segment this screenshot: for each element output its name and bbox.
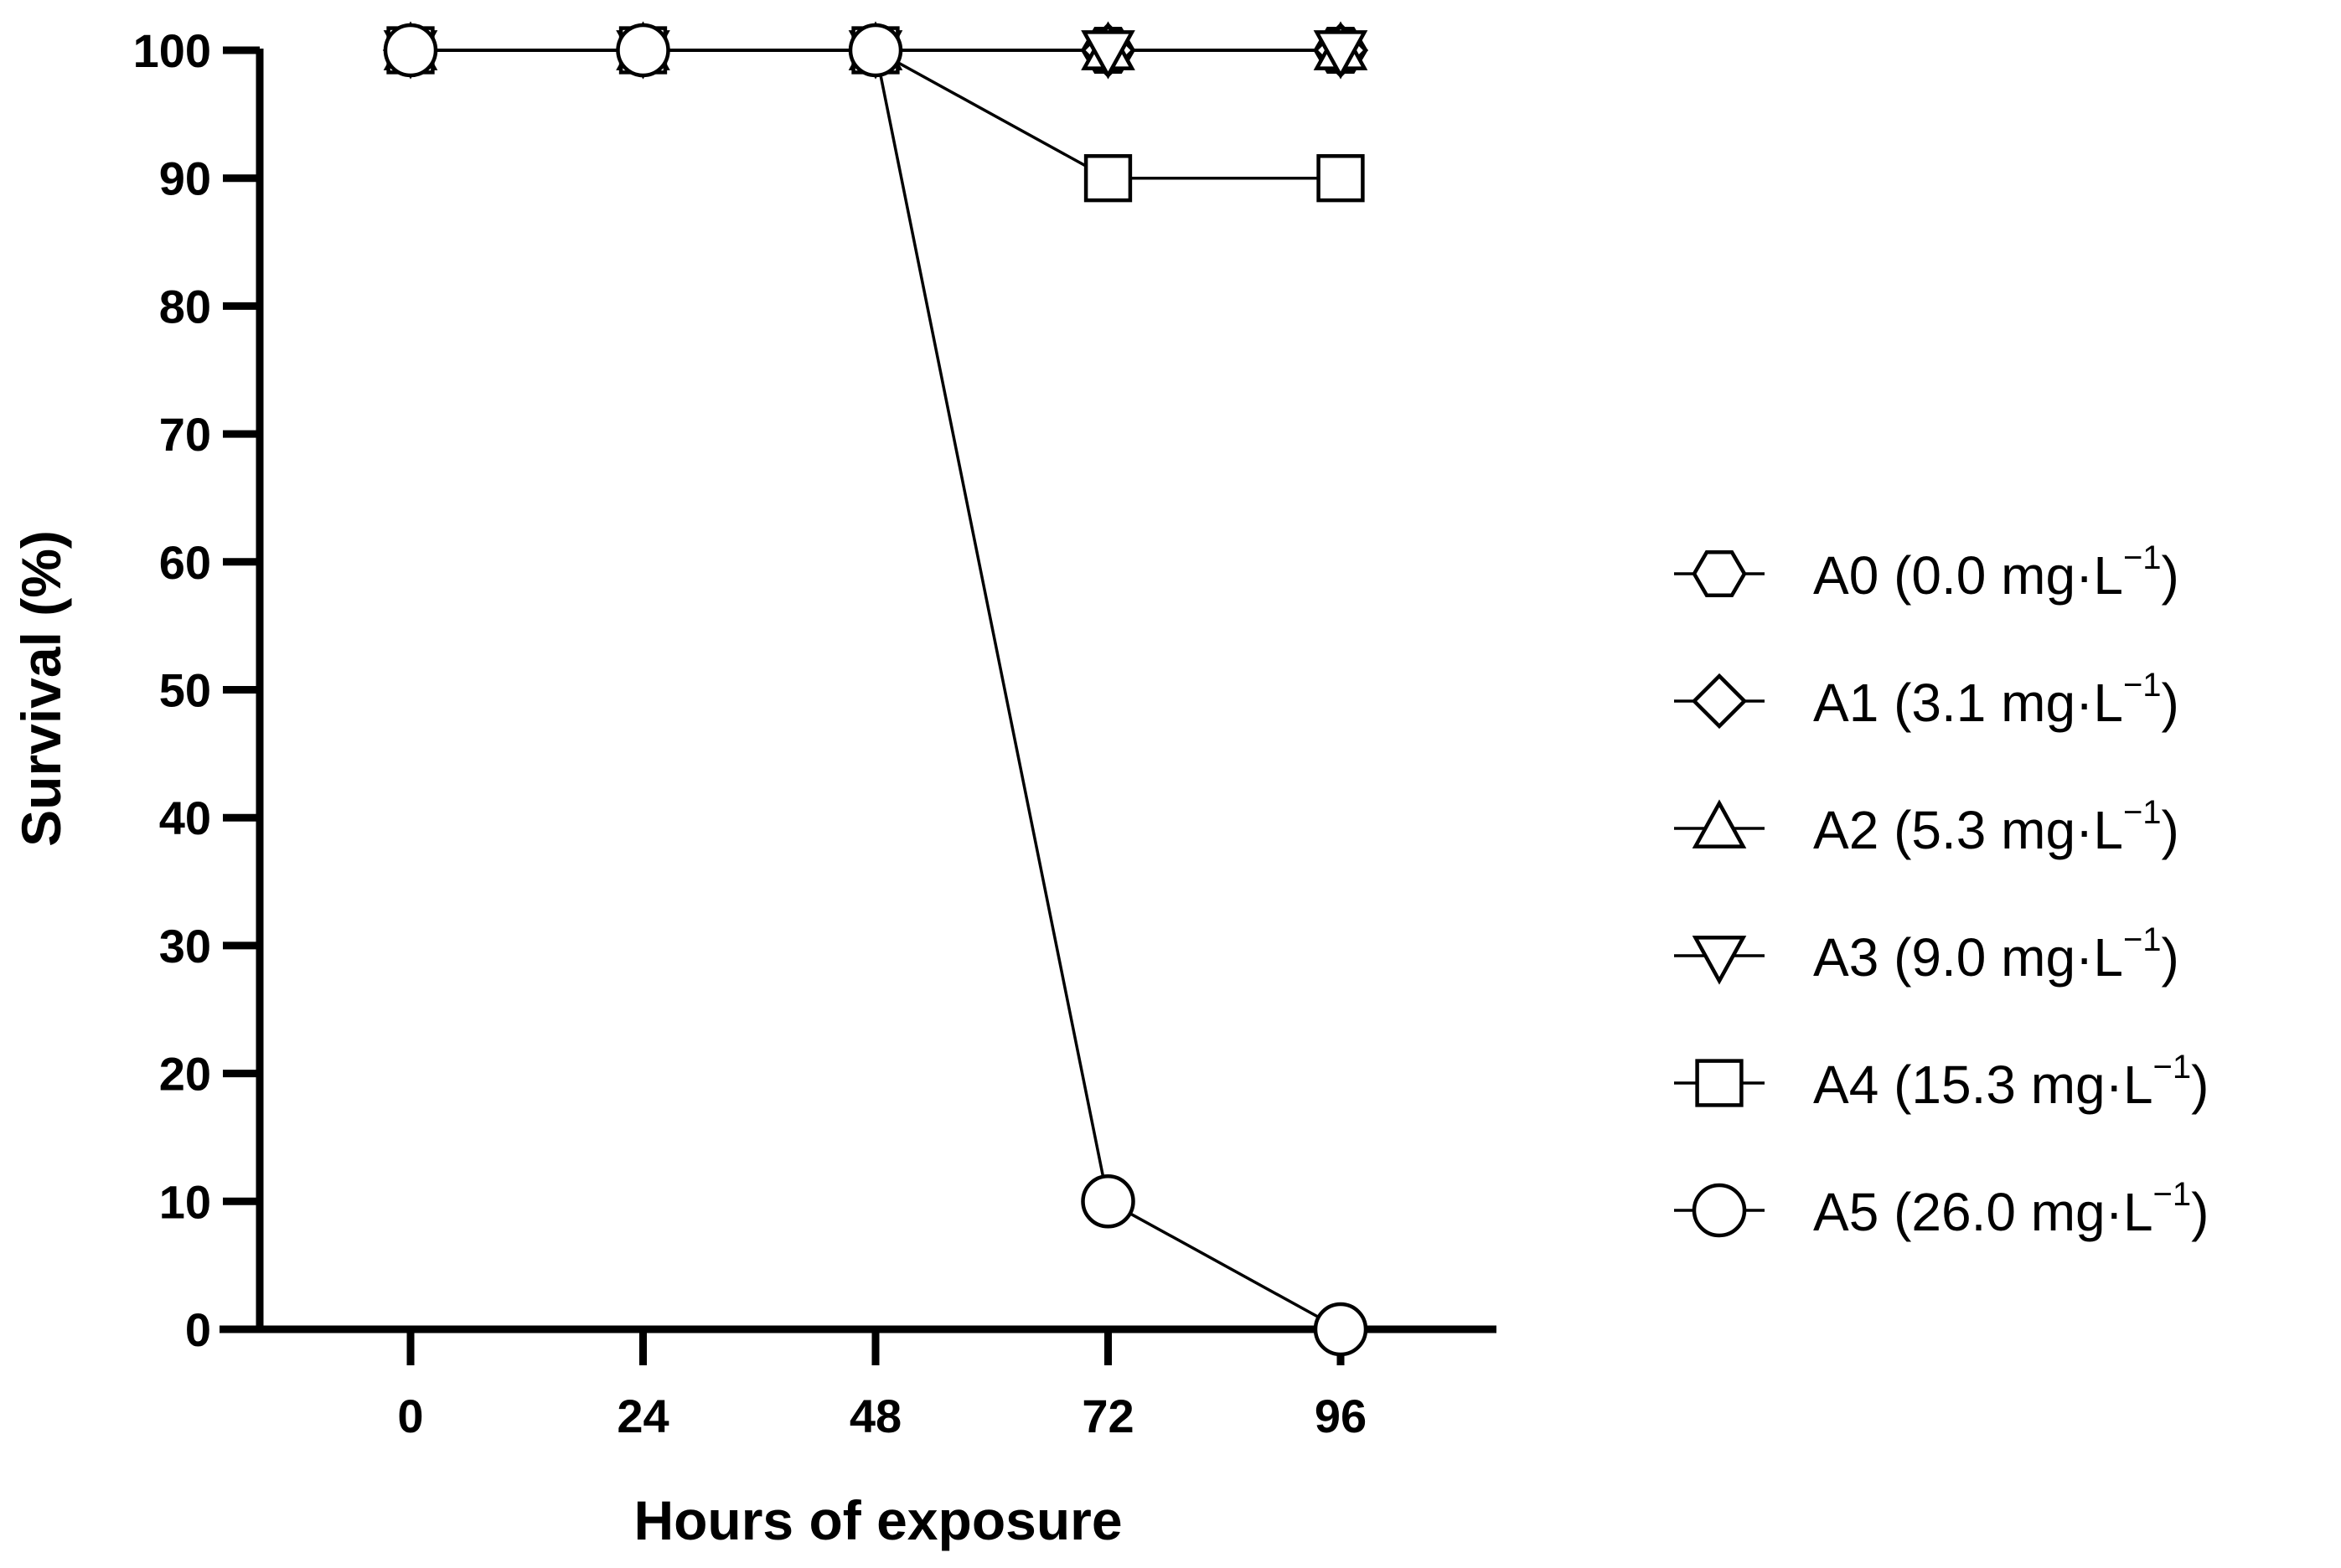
legend-item: A1 (3.1 mg·L−1)	[1674, 667, 2179, 733]
data-point	[848, 23, 903, 78]
legend-label-close: )	[2191, 1182, 2209, 1242]
legend-label-close: )	[2162, 800, 2179, 860]
y-tick-label: 0	[185, 1303, 211, 1356]
legend-label-main: A1 (3.1 mg·L	[1813, 673, 2123, 733]
data-point	[1316, 154, 1365, 203]
y-tick-label: 80	[159, 280, 211, 333]
y-tick-label: 100	[133, 24, 211, 77]
data-point	[1313, 30, 1368, 80]
legend-label: A3 (9.0 mg·L−1)	[1813, 921, 2179, 988]
y-tick-label: 70	[159, 408, 211, 461]
legend-label-sup: −1	[2123, 667, 2162, 704]
y-tick-label: 50	[159, 664, 211, 717]
y-tick-label: 20	[159, 1048, 211, 1101]
data-point	[1081, 30, 1135, 80]
x-ticks: 0 24 48 72 96	[397, 1329, 1367, 1442]
legend-label-main: A2 (5.3 mg·L	[1813, 800, 2123, 860]
legend-marker	[1692, 1183, 1747, 1238]
legend-item: A2 (5.3 mg·L−1)	[1674, 794, 2179, 860]
legend-item: A3 (9.0 mg·L−1)	[1674, 921, 2179, 988]
legend-label-close: )	[2162, 673, 2179, 733]
legend-label-close: )	[2162, 545, 2179, 606]
data-point	[383, 23, 438, 78]
legend-label-sup: −1	[2153, 1176, 2192, 1213]
series-lines	[411, 49, 1341, 1331]
legend-marker	[1692, 549, 1747, 598]
legend-marker	[1691, 673, 1748, 730]
legend-label-main: A0 (0.0 mg·L	[1813, 545, 2123, 606]
legend-label-close: )	[2162, 927, 2179, 988]
y-tick-label: 30	[159, 920, 211, 972]
series-line	[411, 49, 1341, 1331]
x-tick-label: 24	[617, 1390, 669, 1442]
legend-label: A2 (5.3 mg·L−1)	[1813, 794, 2179, 860]
legend-marker	[1692, 799, 1747, 848]
legend-label-sup: −1	[2123, 539, 2162, 576]
legend-item: A4 (15.3 mg·L−1)	[1674, 1049, 2209, 1115]
series-layer	[382, 21, 1369, 1357]
legend-label: A0 (0.0 mg·L−1)	[1813, 539, 2179, 606]
data-point	[1081, 1174, 1135, 1229]
legend-label-close: )	[2191, 1055, 2209, 1115]
series-markers	[382, 21, 1369, 1357]
legend-item: A5 (26.0 mg·L−1)	[1674, 1176, 2209, 1242]
legend-label-sup: −1	[2123, 921, 2162, 958]
y-tick-label: 60	[159, 536, 211, 589]
x-tick-label: 72	[1082, 1390, 1134, 1442]
y-tick-label: 90	[159, 152, 211, 205]
chart-axes	[220, 49, 1496, 1333]
data-point	[1313, 1302, 1368, 1357]
legend-label-main: A5 (26.0 mg·L	[1813, 1182, 2153, 1242]
legend-label: A5 (26.0 mg·L−1)	[1813, 1176, 2209, 1242]
y-ticks: 0 10 20 30 40 50 60 70 80 90 100	[133, 24, 260, 1356]
legend-label: A1 (3.1 mg·L−1)	[1813, 667, 2179, 733]
x-tick-label: 48	[850, 1390, 902, 1442]
x-tick-label: 96	[1315, 1390, 1367, 1442]
legend-label: A4 (15.3 mg·L−1)	[1813, 1049, 2209, 1115]
legend: A0 (0.0 mg·L−1)A1 (3.1 mg·L−1)A2 (5.3 mg…	[1674, 539, 2209, 1242]
legend-label-sup: −1	[2153, 1049, 2192, 1086]
y-tick-label: 40	[159, 792, 211, 844]
legend-label-main: A3 (9.0 mg·L	[1813, 927, 2123, 988]
y-axis-title: Survival (%)	[10, 530, 72, 847]
x-tick-label: 0	[397, 1390, 423, 1442]
legend-item: A0 (0.0 mg·L−1)	[1674, 539, 2179, 606]
data-point	[616, 23, 670, 78]
y-tick-label: 10	[159, 1175, 211, 1228]
data-point	[1083, 154, 1133, 203]
x-axis-title: Hours of exposure	[633, 1489, 1122, 1551]
legend-label-main: A4 (15.3 mg·L	[1813, 1055, 2153, 1115]
legend-marker	[1692, 936, 1747, 985]
legend-label-sup: −1	[2123, 794, 2162, 831]
legend-marker	[1695, 1059, 1744, 1107]
